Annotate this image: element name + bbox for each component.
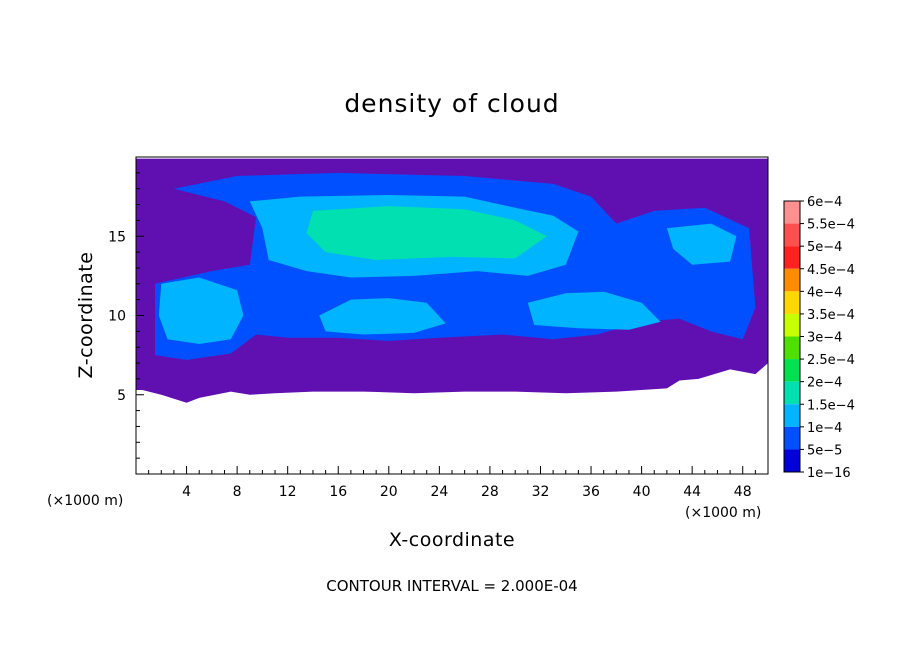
contour-interval-note: CONTOUR INTERVAL = 2.000E-04 bbox=[326, 577, 577, 595]
field-region-high-density-lower-right bbox=[527, 291, 661, 330]
colorbar-label: 1e−4 bbox=[807, 421, 842, 436]
y-tick-label: 10 bbox=[108, 309, 126, 325]
colorbar-swatch bbox=[784, 449, 800, 472]
x-tick-label: 12 bbox=[279, 484, 297, 500]
colorbar-label: 5.5e−4 bbox=[807, 218, 855, 233]
colorbar-label: 4e−4 bbox=[807, 285, 842, 300]
x-tick-label: 16 bbox=[329, 484, 347, 500]
y-axis-ticks: 5 10 15 bbox=[108, 172, 144, 459]
colorbar-swatch bbox=[784, 313, 800, 337]
colorbar: 6e−4 5.5e−4 5e−4 4.5e−4 4e−4 3.5e−4 3e−4 2.5e−4… bbox=[783, 195, 855, 481]
colorbar-swatch bbox=[784, 201, 800, 224]
x-axis-ticks: 4 8 12 16 20 24 28 32 36 40 44 48 bbox=[148, 466, 756, 500]
colorbar-swatch bbox=[784, 404, 800, 427]
colorbar-label: 2e−4 bbox=[807, 376, 842, 391]
x-origin-unit-label: (×1000 m) bbox=[47, 493, 123, 509]
x-tick-label: 48 bbox=[734, 484, 752, 500]
colorbar-label: 4.5e−4 bbox=[807, 263, 855, 278]
colorbar-label: 5e−5 bbox=[807, 443, 842, 458]
colorbar-label: 3.5e−4 bbox=[807, 308, 855, 323]
x-tick-label: 28 bbox=[481, 484, 499, 500]
colorbar-label: 1e−16 bbox=[807, 466, 851, 481]
colorbar-swatch bbox=[784, 381, 800, 405]
field-region-peak-density-upper bbox=[306, 206, 547, 260]
colorbar-swatch bbox=[784, 359, 800, 382]
x-axis-label: X-coordinate bbox=[389, 529, 515, 551]
x-tick-label: 40 bbox=[633, 484, 651, 500]
colorbar-swatch bbox=[784, 426, 800, 450]
colorbar-swatch bbox=[784, 291, 800, 314]
colorbar-swatch bbox=[784, 268, 800, 292]
colorbar-label: 1.5e−4 bbox=[807, 398, 855, 413]
x-tick-label: 44 bbox=[683, 484, 701, 500]
x-tick-label: 8 bbox=[233, 484, 242, 500]
colorbar-label: 6e−4 bbox=[807, 195, 842, 210]
y-tick-label: 15 bbox=[108, 229, 126, 245]
colorbar-swatch bbox=[784, 336, 800, 360]
colorbar-label: 2.5e−4 bbox=[807, 353, 855, 368]
y-tick-label: 5 bbox=[117, 388, 126, 404]
field-region-high-density-lower-mid bbox=[319, 298, 446, 335]
colorbar-swatch bbox=[784, 246, 800, 269]
y-axis-label: Z-coordinate bbox=[75, 252, 97, 379]
x-tick-label: 20 bbox=[380, 484, 398, 500]
x-tick-label: 24 bbox=[430, 484, 448, 500]
x-end-unit-label: (×1000 m) bbox=[685, 505, 761, 521]
x-tick-label: 32 bbox=[532, 484, 550, 500]
x-tick-label: 4 bbox=[182, 484, 191, 500]
density-field bbox=[136, 158, 768, 403]
field-region-high-density-right bbox=[666, 223, 737, 265]
colorbar-swatch bbox=[784, 223, 800, 247]
field-region-high-density-lower-left bbox=[158, 277, 244, 344]
chart-title: density of cloud bbox=[344, 89, 559, 118]
colorbar-label: 3e−4 bbox=[807, 331, 842, 346]
colorbar-label: 5e−4 bbox=[807, 240, 842, 255]
x-tick-label: 36 bbox=[582, 484, 600, 500]
